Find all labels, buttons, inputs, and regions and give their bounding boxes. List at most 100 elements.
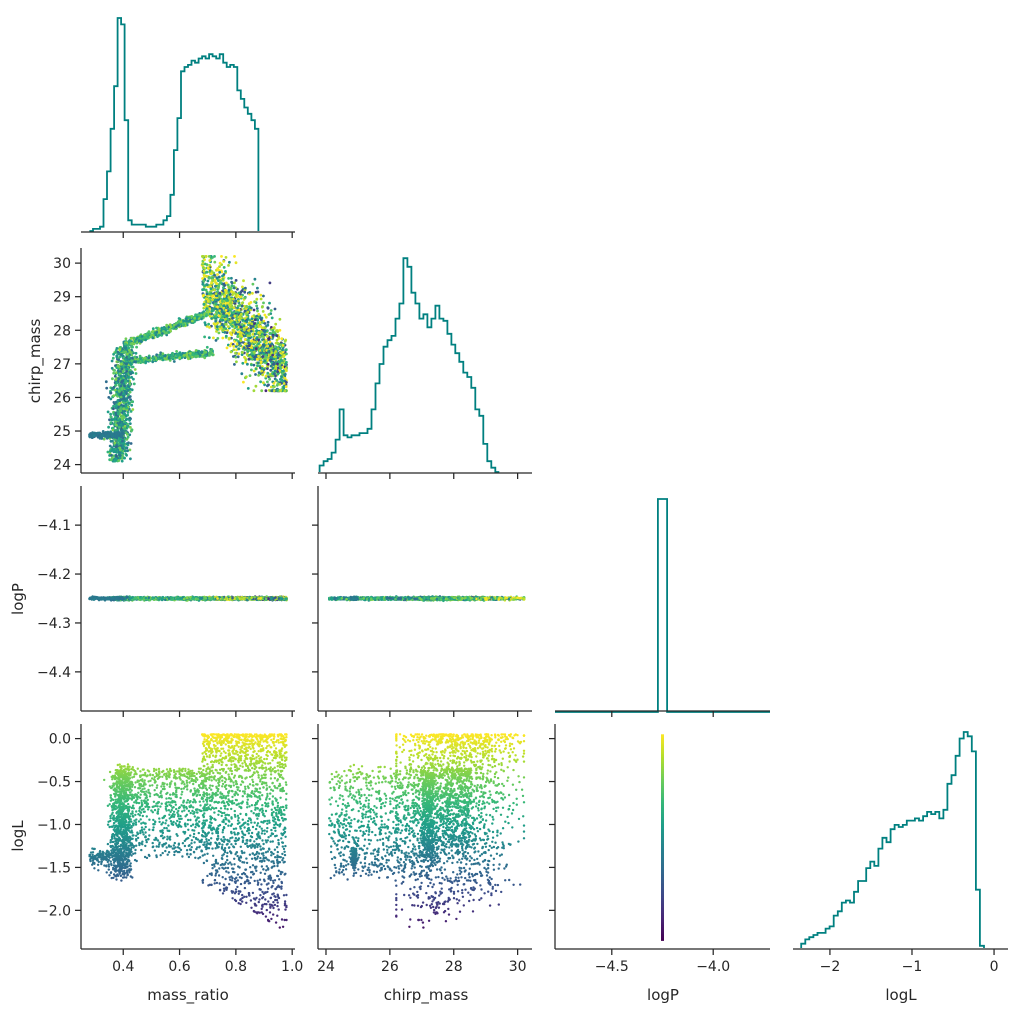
scatter-point-mc-q [213, 260, 217, 264]
scatter-point-logL-q [220, 747, 223, 750]
scatter-point-logL-q [266, 867, 270, 870]
scatter-point-logL-mc [491, 830, 495, 834]
scatter-point-logL-mc [440, 871, 444, 875]
scatter-point-logL-q [220, 763, 223, 767]
scatter-point-logL-mc [494, 736, 497, 739]
scatter-point-logL-q [224, 771, 227, 774]
scatter-point-logL-q [255, 852, 258, 856]
scatter-point-logL-mc [400, 829, 404, 832]
scatter-point-logL-mc [399, 770, 402, 773]
scatter-point-logL-q [258, 837, 262, 840]
scatter-point-logL-mc [395, 762, 398, 765]
scatter-point-logL-q [264, 898, 267, 901]
scatter-point-logL-q [251, 754, 255, 758]
scatter-point-logL-mc [461, 891, 464, 895]
scatter-point-logL-mc [410, 867, 413, 870]
scatter-point-logL-mc [521, 794, 525, 798]
scatter-point-logL-mc [399, 761, 402, 764]
scatter-point-logL-q [234, 768, 237, 772]
scatter-point-logL-q [265, 830, 269, 833]
scatter-point-logL-mc [472, 862, 475, 866]
scatter-point-logL-mc [397, 823, 400, 826]
scatter-point-logL-mc [419, 872, 422, 875]
scatter-point-logL-mc [427, 735, 431, 738]
scatter-point-logL-q [227, 862, 230, 865]
scatter-point-logL-mc [465, 746, 468, 750]
scatter-point-logL-q [241, 818, 244, 821]
scatter-point-logL-mc [447, 896, 450, 900]
scatter-point-mc-q [207, 336, 211, 339]
scatter-point-mc-q [221, 336, 225, 340]
scatter-point-logL-q [251, 773, 255, 776]
scatter-point-logL-mc [434, 891, 437, 894]
scatter-point-logL-mc [395, 896, 398, 900]
scatter-point-logL-mc [412, 781, 415, 785]
scatter-point-logL-q [251, 784, 255, 787]
scatter-point-logL-mc [436, 852, 439, 855]
scatter-point-logL-q [258, 898, 261, 901]
scatter-point-logL-q [283, 873, 286, 876]
scatter-point-logL-q [245, 735, 248, 738]
scatter-point-mc-q [264, 374, 268, 378]
scatter-point-logL-q [222, 853, 225, 856]
scatter-point-logL-mc [456, 902, 459, 905]
scatter-point-logL-q [241, 835, 244, 839]
scatter-point-logL-q [264, 770, 267, 773]
scatter-point-logL-q [285, 736, 288, 739]
scatter-point-logL-mc [419, 810, 423, 813]
scatter-point-logL-mc [476, 784, 479, 787]
scatter-point-logL-q [248, 783, 252, 786]
scatter-point-mc-q [250, 368, 253, 372]
scatter-point-logL-mc [474, 749, 477, 752]
scatter-point-logL-q [236, 885, 239, 889]
scatter-point-logL-q [255, 752, 258, 756]
scatter-point-logL-q [223, 889, 226, 893]
scatter-point-logL-mc [477, 739, 481, 742]
scatter-point-logL-mc [420, 766, 424, 769]
scatter-point-logL-mc [478, 837, 482, 840]
scatter-point-logL-mc [404, 789, 407, 793]
scatter-point-logL-mc [474, 805, 478, 808]
scatter-point-logL-mc [476, 857, 479, 861]
scatter-point-logL-q [237, 892, 240, 895]
scatter-layer [88, 255, 664, 941]
scatter-point-logL-mc [486, 772, 489, 775]
scatter-point-logL-q [207, 839, 211, 842]
scatter-point-logL-mc [511, 751, 514, 754]
scatter-point-logL-mc [512, 883, 515, 886]
scatter-point-logL-q [283, 904, 287, 907]
scatter-point-logL-q [211, 754, 215, 757]
scatter-point-mc-q [233, 255, 236, 258]
scatter-point-mc-q [268, 331, 272, 335]
scatter-point-logL-q [280, 887, 283, 890]
scatter-point-mc-q [254, 384, 258, 388]
scatter-point-logL-q [219, 807, 223, 810]
scatter-point-logL-mc [522, 801, 526, 804]
scatter-point-logL-q [240, 780, 244, 783]
scatter-point-logL-q [253, 879, 256, 883]
scatter-point-mc-q [212, 336, 215, 340]
scatter-point-logL-q [227, 819, 230, 822]
scatter-point-logL-q [230, 816, 233, 819]
scatter-point-logL-q [214, 806, 218, 810]
scatter-point-logL-mc [426, 769, 430, 773]
scatter-point-logL-mc [491, 815, 494, 819]
scatter-point-logL-q [219, 863, 222, 867]
scatter-point-logL-mc [482, 747, 485, 750]
scatter-point-logL-mc [447, 852, 451, 855]
scatter-point-logL-mc [398, 746, 401, 749]
scatter-point-logL-mc [456, 861, 459, 864]
scatter-point-logL-mc [488, 904, 492, 907]
scatter-point-mc-q [268, 301, 271, 305]
scatter-point-logL-q [272, 906, 275, 910]
scatter-point-logL-mc [483, 823, 486, 826]
scatter-point-logL-q [215, 881, 219, 885]
scatter-point-logL-mc [438, 859, 441, 863]
scatter-point-logL-mc [479, 884, 482, 887]
scatter-point-logL-mc [418, 738, 421, 741]
scatter-point-mc-q [269, 385, 273, 389]
scatter-point-logL-q [239, 845, 242, 848]
scatter-point-logL-q [278, 756, 281, 759]
scatter-point-logL-mc [431, 895, 435, 899]
scatter-point-logL-mc [419, 887, 422, 891]
